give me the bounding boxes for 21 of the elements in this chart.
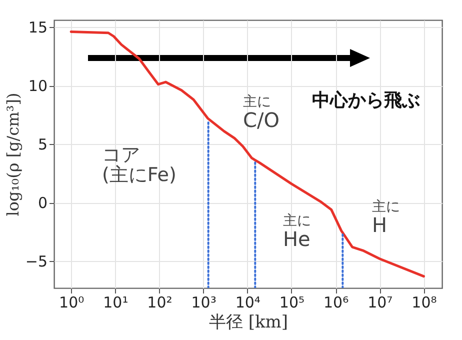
annotation: 主に H [372, 199, 400, 237]
x-tick-label: 10² [147, 294, 172, 312]
x-tick-label: 10¹ [103, 294, 128, 312]
annotation: 中心から飛ぶ [312, 90, 420, 111]
y-tick-label: 0 [38, 194, 48, 212]
x-tick-label: 10⁸ [412, 294, 437, 312]
x-tick-label: 10⁰ [59, 294, 84, 312]
x-tick-label: 10⁶ [323, 294, 349, 312]
annotation: コア (主にFe) [102, 144, 176, 186]
y-tick-label: 10 [28, 77, 48, 96]
annotation: 主に C/O [243, 94, 280, 132]
x-axis-title: 半径 [km] [208, 312, 288, 332]
y-tick-label: 5 [38, 136, 48, 154]
x-tick-label: 10⁷ [368, 294, 393, 312]
x-tick-label: 10⁵ [279, 294, 305, 312]
x-tick-label: 10³ [191, 294, 216, 312]
y-tick-label: 15 [28, 18, 48, 37]
y-axis-title: log₁₀(ρ [g/cm³]) [3, 92, 22, 216]
y-tick-label: −5 [25, 252, 48, 271]
annotation: 主に He [283, 213, 311, 251]
x-tick-label: 10⁴ [235, 294, 260, 312]
